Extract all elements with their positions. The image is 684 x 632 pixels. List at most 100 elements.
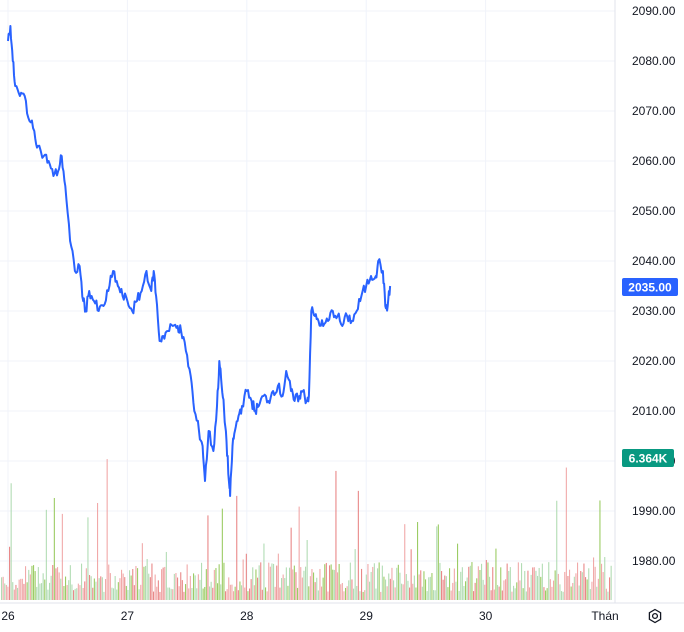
volume-bar	[29, 574, 31, 600]
volume-bar	[255, 569, 257, 600]
price-line	[7, 25, 392, 497]
volume-bar	[289, 567, 291, 600]
volume-bar	[186, 564, 188, 600]
volume-bar	[500, 567, 502, 600]
volume-bar	[322, 577, 324, 600]
volume-bar	[601, 563, 603, 600]
volume-bar	[281, 578, 283, 600]
volume-bar	[365, 574, 367, 600]
volume-bar	[63, 585, 65, 600]
volume-bar	[15, 584, 17, 600]
volume-bar	[436, 526, 438, 600]
volume-bar	[105, 579, 107, 600]
volume-bar	[607, 591, 609, 600]
volume-bar	[457, 543, 459, 600]
volume-bar	[433, 590, 435, 600]
volume-bar	[420, 570, 422, 600]
volume-bar	[28, 569, 30, 600]
y-axis: 2090.00 2080.00 2070.00 2060.00 2050.00 2040.…	[614, 0, 676, 603]
volume-bar	[127, 589, 129, 600]
volume-bar	[335, 470, 337, 600]
volume-bar	[153, 591, 155, 600]
volume-bar	[431, 573, 433, 600]
volume-bar	[124, 577, 126, 600]
volume-bar	[589, 589, 591, 600]
volume-bar	[33, 565, 35, 600]
volume-bar	[106, 459, 108, 600]
volume-bar	[109, 573, 111, 600]
volume-bar	[229, 584, 231, 600]
volume-bar	[225, 591, 227, 600]
volume-label-bg	[622, 449, 674, 467]
volume-bar	[236, 495, 238, 600]
volume-bar	[293, 565, 295, 600]
volume-bar	[393, 580, 395, 600]
volume-bar	[357, 490, 359, 600]
volume-bar	[47, 589, 49, 600]
volume-bar	[354, 549, 356, 600]
volume-bar	[321, 586, 323, 600]
volume-bar	[81, 563, 83, 600]
volume-bar	[148, 573, 150, 600]
volume-bar	[553, 580, 555, 600]
volume-bar	[165, 551, 167, 600]
volume-bar	[449, 568, 451, 600]
volume-bar	[23, 583, 25, 600]
volume-bar	[540, 576, 542, 600]
volume-bar	[477, 566, 479, 600]
volume-bar	[265, 587, 267, 600]
volume-bar	[484, 584, 486, 600]
volume-bar	[263, 543, 265, 600]
chart-settings-button[interactable]	[644, 606, 666, 626]
volume-bar	[378, 562, 380, 600]
volume-bar	[469, 565, 471, 600]
volume-bar	[204, 586, 206, 600]
volume-bar	[429, 576, 431, 600]
volume-bar	[487, 562, 489, 600]
volume-bar	[535, 570, 537, 600]
volume-bar	[132, 569, 134, 600]
volume-bar	[140, 584, 142, 600]
x-tick-label: 27	[121, 609, 135, 623]
volume-bar	[412, 583, 414, 600]
volume-bar	[210, 581, 212, 600]
volume-bar	[9, 546, 11, 600]
volume-bar	[361, 568, 363, 600]
volume-bar	[370, 571, 372, 600]
volume-bar	[306, 540, 308, 600]
volume-bar	[493, 589, 495, 600]
volume-bar	[108, 564, 110, 600]
volume-bar	[428, 577, 430, 600]
volume-bar	[245, 553, 247, 600]
volume-bar	[156, 586, 158, 600]
volume-bar	[580, 570, 582, 600]
volume-bar	[233, 591, 235, 600]
volume-bar	[497, 585, 499, 600]
volume-bar	[143, 566, 145, 600]
volume-bar	[305, 566, 307, 600]
volume-bar	[522, 588, 524, 600]
y-tick-label: 2050.00	[632, 204, 676, 218]
volume-bar	[249, 588, 251, 600]
volume-bar	[461, 567, 463, 600]
volume-bar	[95, 581, 97, 600]
volume-bar	[604, 557, 606, 600]
volume-bar	[577, 562, 579, 600]
volume-bar	[73, 590, 75, 600]
volume-bar	[375, 588, 377, 600]
volume-bar	[556, 500, 558, 600]
volume-bar	[266, 591, 268, 600]
volume-bar	[407, 580, 409, 600]
volume-bar	[425, 579, 427, 600]
volume-bar	[196, 588, 198, 600]
volume-bar	[465, 581, 467, 600]
volume-bar	[549, 579, 551, 600]
volume-bar	[84, 581, 86, 600]
volume-bar	[567, 575, 569, 600]
volume-bar	[479, 570, 481, 600]
volume-bar	[583, 563, 585, 600]
volume-bar	[524, 570, 526, 600]
volume-bar	[413, 575, 415, 600]
volume-bar	[356, 585, 358, 600]
